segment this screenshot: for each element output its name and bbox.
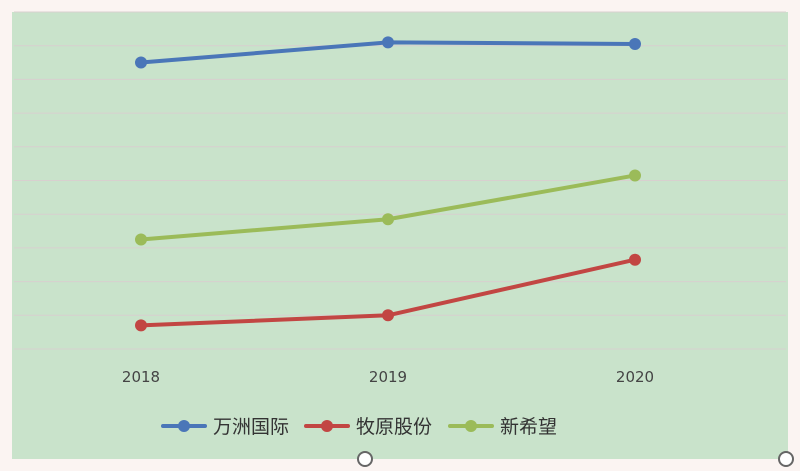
legend-label: 万洲国际 <box>213 416 289 438</box>
data-point <box>382 309 394 322</box>
data-point <box>629 169 641 182</box>
data-point <box>629 253 641 266</box>
data-point <box>135 56 147 69</box>
x-tick-label: 2018 <box>122 368 160 386</box>
legend-label: 牧原股份 <box>356 416 432 438</box>
data-point <box>382 213 394 226</box>
legend-marker <box>178 420 190 432</box>
x-tick-label: 2020 <box>616 368 654 386</box>
data-point <box>382 36 394 49</box>
x-tick-label: 2019 <box>369 368 407 386</box>
data-point <box>135 319 147 332</box>
series-line <box>139 173 637 242</box>
legend-marker <box>465 420 477 432</box>
data-point <box>135 233 147 246</box>
legend-marker <box>321 420 333 432</box>
data-point <box>629 38 641 51</box>
legend-label: 新希望 <box>500 416 557 438</box>
resize-handle-bottom-right[interactable] <box>778 451 794 467</box>
resize-handle-bottom[interactable] <box>357 451 373 467</box>
